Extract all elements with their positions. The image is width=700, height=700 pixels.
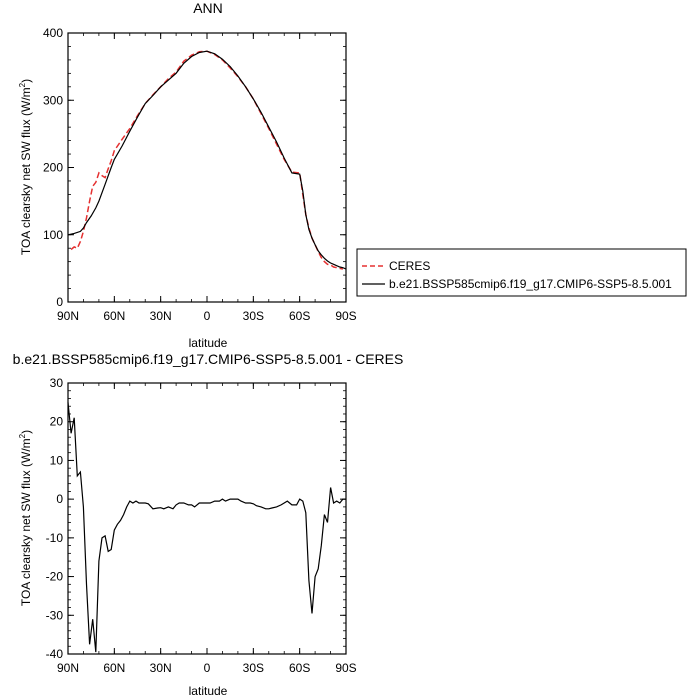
top-panel: ANN 90N 60N 30N 0 30S 60S 90S 0 100 200 300 400 lat… [18,0,357,350]
bottom-y-tick-label: -40 [46,647,64,661]
bottom-y-tick-label: -10 [46,531,64,545]
legend: CERES b.e21.BSSP585cmip6.f19_g17.CMIP6-S… [356,248,687,297]
bottom-x-tick-label: 90S [335,661,356,675]
bottom-y-tick-label: 10 [50,453,64,467]
bottom-x-tick-label: 60S [289,661,310,675]
bottom-x-axis-label: latitude [189,684,228,698]
top-x-tick-label: 60S [289,309,310,323]
top-x-tick-label: 90S [335,309,356,323]
bottom-chart-title: b.e21.BSSP585cmip6.f19_g17.CMIP6-SSP5-8.… [13,351,404,367]
bottom-x-tick-label: 0 [204,661,211,675]
top-y-tick-label: 100 [43,228,63,242]
top-x-tick-label: 30N [150,309,172,323]
bottom-y-axis-label: TOA clearsky net SW flux (W/m2) [18,430,33,606]
bottom-y-tick-label: -20 [46,570,64,584]
top-x-tick-label: 60N [103,309,125,323]
bottom-plot-frame [67,382,347,655]
top-plot-area: 90N 60N 30N 0 30S 60S 90S 0 100 200 300 400 [43,26,357,323]
top-plot-frame [67,32,347,303]
bottom-series-line-difference [67,402,346,653]
bottom-plot-area: 90N 60N 30N 0 30S 60S 90S -40 -30 -20 -10 0 10 20 30 [46,376,357,675]
bottom-y-tick-label: 20 [50,415,64,429]
top-y-tick-label: 0 [56,295,63,309]
bottom-x-tick-label: 30N [150,661,172,675]
legend-box [356,248,687,297]
bottom-x-tick-label: 90N [57,661,79,675]
top-x-axis-label: latitude [189,336,228,350]
top-y-tick-label: 200 [43,161,63,175]
bottom-x-tick-label: 60N [103,661,125,675]
bottom-y-tick-label: 0 [56,492,63,506]
bottom-y-tick-label: 30 [50,376,64,390]
top-y-axis-label: TOA clearsky net SW flux (W/m2) [18,79,33,255]
top-x-tick-label: 0 [204,309,211,323]
bottom-x-tick-label: 30S [243,661,264,675]
top-x-tick-label: 30S [243,309,264,323]
top-chart-title: ANN [193,0,223,16]
legend-ceres-label: CERES [389,259,430,273]
top-y-tick-label: 400 [43,26,63,40]
top-series-line-ceres [70,50,344,270]
bottom-y-tick-label: -30 [46,608,64,622]
legend-model-label: b.e21.BSSP585cmip6.f19_g17.CMIP6-SSP5-8.… [389,277,672,291]
top-series-line-model [67,50,347,270]
top-x-tick-label: 90N [57,309,79,323]
bottom-panel: b.e21.BSSP585cmip6.f19_g17.CMIP6-SSP5-8.… [13,351,404,698]
top-y-tick-label: 300 [43,93,63,107]
